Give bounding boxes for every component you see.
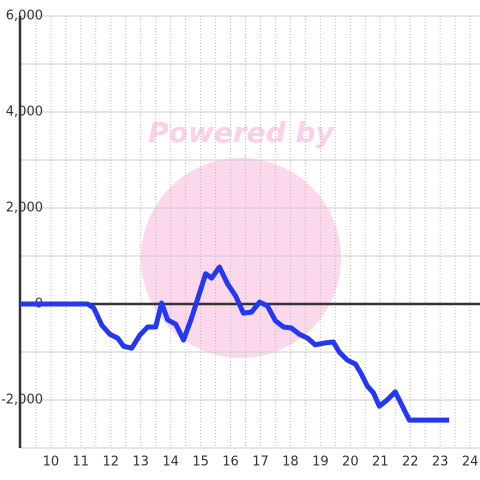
x-tick-label: 18: [282, 455, 299, 470]
watermark: Powered by: [148, 116, 335, 149]
x-tick-label: 24: [462, 455, 479, 470]
x-tick-label: 20: [342, 455, 359, 470]
x-tick-label: 22: [402, 455, 419, 470]
x-tick-label: 12: [102, 455, 119, 470]
y-tick-label: 2,000: [6, 201, 43, 216]
data-line: [20, 264, 450, 423]
x-tick-label: 14: [162, 455, 179, 470]
x-tick-label: 11: [73, 455, 90, 470]
x-tick-label: 17: [252, 455, 269, 470]
x-tick-label: 16: [222, 455, 239, 470]
x-tick-label: 15: [192, 455, 209, 470]
x-tick-label: 23: [432, 455, 449, 470]
x-tick-label: 21: [372, 455, 389, 470]
x-tick-label: 19: [312, 455, 329, 470]
x-tick-label: 13: [132, 455, 149, 470]
y-tick-label: -2,000: [1, 393, 43, 408]
y-tick-label: 6,000: [6, 9, 43, 24]
x-tick-label: 10: [43, 455, 60, 470]
y-tick-label: 4,000: [6, 105, 43, 120]
